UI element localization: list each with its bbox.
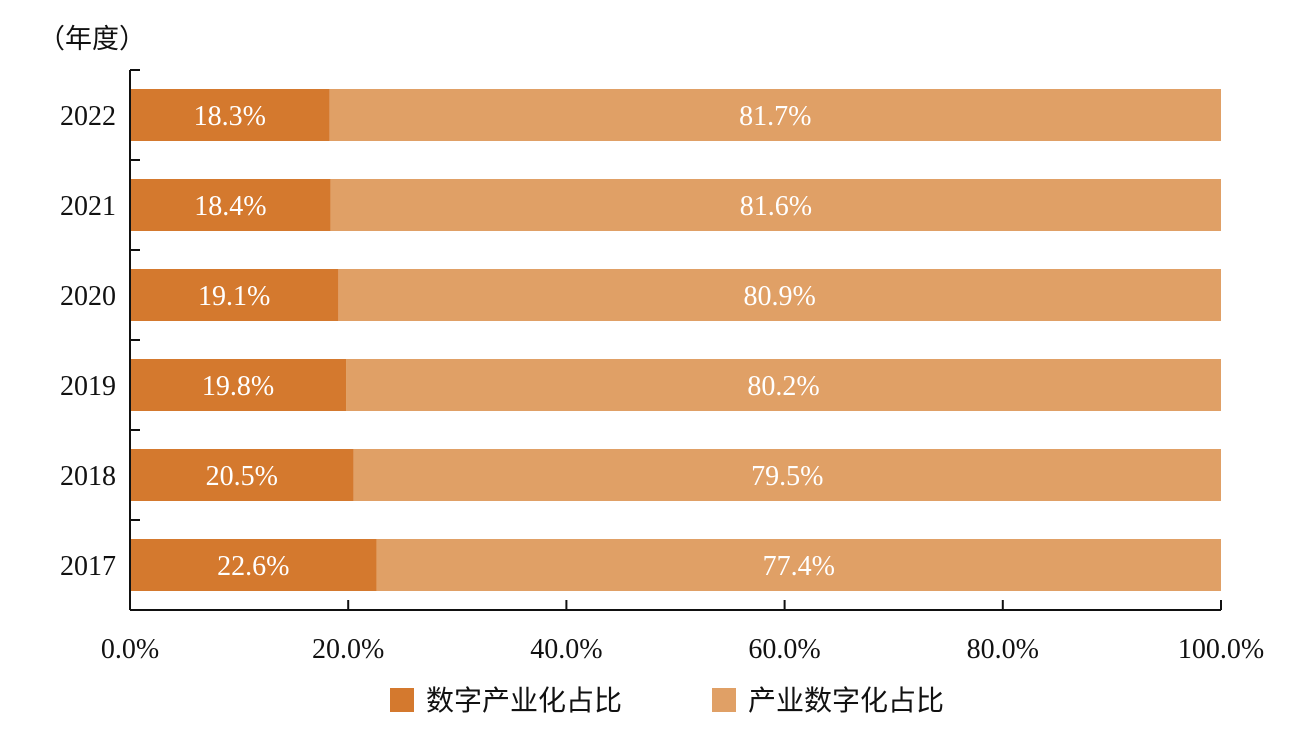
bar-2020-series-1: [338, 269, 1222, 321]
bar-2018-series-0: [130, 449, 354, 501]
legend-swatch-0: [390, 688, 414, 712]
y-tick-label-2021: 2021: [60, 191, 116, 222]
y-tick-label-2017: 2017: [60, 551, 116, 582]
x-tick-label-2: 40.0%: [530, 634, 602, 665]
y-tick-label-2019: 2019: [60, 371, 116, 402]
bar-2019-series-0: [130, 359, 347, 411]
bar-2017-series-1: [376, 539, 1221, 591]
bar-label-2020-series-0: 19.1%: [198, 281, 270, 312]
y-tick-label-2020: 2020: [60, 281, 116, 312]
bar-label-2018-series-1: 79.5%: [751, 461, 823, 492]
bar-2018-series-1: [353, 449, 1221, 501]
bar-2021-series-1: [330, 179, 1221, 231]
y-axis-title: （年度）: [38, 24, 146, 55]
bar-2022-series-1: [329, 89, 1221, 141]
bar-label-2021-series-0: 18.4%: [194, 191, 266, 222]
legend-label-0: 数字产业化占比: [426, 684, 622, 717]
y-tick-label-2022: 2022: [60, 101, 116, 132]
x-tick-label-0: 0.0%: [101, 634, 159, 665]
bar-label-2021-series-1: 81.6%: [740, 191, 812, 222]
bar-2019-series-1: [346, 359, 1221, 411]
bar-label-2019-series-0: 19.8%: [202, 371, 274, 402]
x-tick-label-5: 100.0%: [1178, 634, 1264, 665]
bar-2021-series-0: [130, 179, 331, 231]
bar-label-2020-series-1: 80.9%: [744, 281, 816, 312]
bar-2022-series-0: [130, 89, 330, 141]
x-tick-label-3: 60.0%: [748, 634, 820, 665]
y-tick-label-2018: 2018: [60, 461, 116, 492]
bar-label-2017-series-0: 22.6%: [217, 551, 289, 582]
bar-2017-series-0: [130, 539, 377, 591]
legend-swatch-1: [712, 688, 736, 712]
bar-label-2022-series-0: 18.3%: [194, 101, 266, 132]
bars-group: 18.3% 81.7% 18.4% 81.6% 19.1% 80.9% 19.8% 80.2%…: [130, 89, 1222, 591]
legend-label-1: 产业数字化占比: [748, 684, 944, 717]
x-tick-label-1: 20.0%: [312, 634, 384, 665]
x-tick-label-4: 80.0%: [967, 634, 1039, 665]
bar-label-2022-series-1: 81.7%: [739, 101, 811, 132]
bar-label-2019-series-1: 80.2%: [747, 371, 819, 402]
legend: 数字产业化占比 产业数字化占比: [390, 684, 944, 717]
axes-group: 2022 2021 2020 2019 2018 2017 0.0% 20.0% 40.0% 60…: [60, 69, 1264, 665]
bar-label-2018-series-0: 20.5%: [206, 461, 278, 492]
bar-2020-series-0: [130, 269, 339, 321]
bar-label-2017-series-1: 77.4%: [763, 551, 835, 582]
